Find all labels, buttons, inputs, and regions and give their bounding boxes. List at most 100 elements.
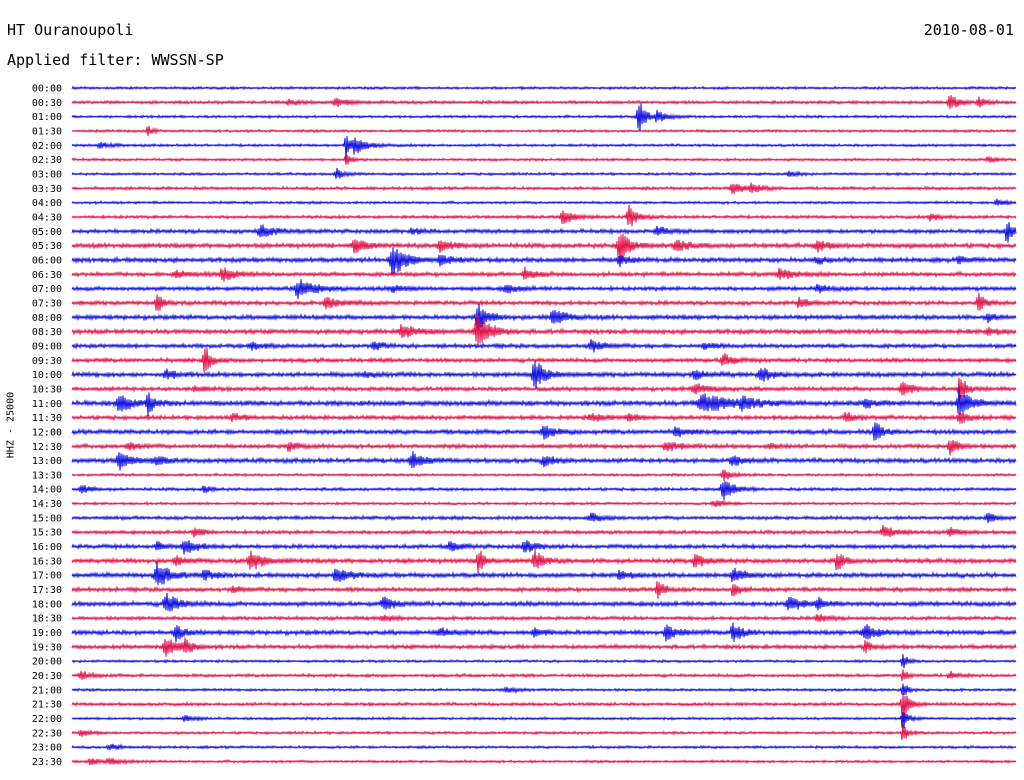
trace-line bbox=[71, 154, 1017, 165]
trace-line bbox=[71, 387, 1017, 417]
tick-label-layer: 00:00 00:30 01:00 01:30 02:00 02:30 03:00 03:30… bbox=[32, 84, 62, 769]
trace-line bbox=[71, 669, 1017, 682]
time-tick-label: 14:30 bbox=[32, 499, 62, 510]
trace-line bbox=[71, 757, 1017, 766]
time-tick-label: 02:30 bbox=[32, 155, 62, 166]
time-tick-label: 08:00 bbox=[32, 313, 62, 324]
time-tick-label: 05:00 bbox=[32, 227, 62, 238]
date-label: 2010-08-01 bbox=[923, 21, 1014, 39]
trace-line bbox=[71, 524, 1017, 538]
trace-line bbox=[71, 743, 1017, 752]
trace-line bbox=[71, 548, 1017, 574]
trace-line bbox=[71, 266, 1017, 282]
time-tick-label: 10:30 bbox=[32, 384, 62, 395]
time-tick-label: 00:30 bbox=[32, 98, 62, 109]
trace-line bbox=[71, 512, 1017, 524]
time-tick-label: 22:00 bbox=[32, 714, 62, 725]
trace-line bbox=[71, 103, 1017, 132]
time-tick-label: 12:30 bbox=[32, 442, 62, 453]
time-tick-label: 21:00 bbox=[32, 685, 62, 696]
trace-line bbox=[71, 233, 1017, 263]
filter-label: Applied filter: WWSSN-SP bbox=[7, 51, 224, 69]
time-tick-label: 05:30 bbox=[32, 241, 62, 252]
time-tick-label: 20:00 bbox=[32, 657, 62, 668]
trace-line bbox=[71, 221, 1017, 243]
trace-line bbox=[71, 562, 1017, 586]
time-tick-label: 07:30 bbox=[32, 298, 62, 309]
time-tick-label: 14:00 bbox=[32, 485, 62, 496]
trace-line bbox=[71, 581, 1017, 599]
trace-line bbox=[71, 85, 1017, 91]
time-tick-label: 03:00 bbox=[32, 169, 62, 180]
trace-line bbox=[71, 303, 1017, 331]
time-tick-label: 12:00 bbox=[32, 427, 62, 438]
time-tick-label: 04:00 bbox=[32, 198, 62, 209]
time-tick-label: 16:30 bbox=[32, 556, 62, 567]
time-tick-label: 01:00 bbox=[32, 112, 62, 123]
trace-line bbox=[71, 712, 1017, 729]
trace-line bbox=[71, 683, 1017, 696]
trace-line bbox=[71, 361, 1017, 389]
trace-line bbox=[71, 182, 1017, 195]
time-tick-label: 18:00 bbox=[32, 599, 62, 610]
time-tick-label: 17:00 bbox=[32, 571, 62, 582]
time-tick-label: 09:00 bbox=[32, 341, 62, 352]
time-tick-label: 21:30 bbox=[32, 700, 62, 711]
trace-line bbox=[71, 451, 1017, 471]
time-tick-label: 19:30 bbox=[32, 642, 62, 653]
trace-line bbox=[71, 135, 1017, 160]
time-tick-label: 06:30 bbox=[32, 270, 62, 281]
station-title: HT Ouranoupoli bbox=[7, 21, 134, 39]
trace-line bbox=[71, 592, 1017, 612]
time-tick-label: 13:30 bbox=[32, 470, 62, 481]
trace-layer bbox=[71, 85, 1017, 766]
time-tick-label: 11:00 bbox=[32, 399, 62, 410]
trace-line bbox=[71, 540, 1017, 555]
time-tick-label: 10:00 bbox=[32, 370, 62, 381]
time-tick-label: 09:30 bbox=[32, 356, 62, 367]
trace-line bbox=[71, 338, 1017, 353]
time-tick-label: 22:30 bbox=[32, 728, 62, 739]
trace-line bbox=[71, 167, 1017, 179]
trace-line bbox=[71, 637, 1017, 657]
time-tick-label: 17:30 bbox=[32, 585, 62, 596]
time-tick-label: 23:30 bbox=[32, 757, 62, 768]
trace-line bbox=[71, 613, 1017, 623]
trace-line bbox=[71, 94, 1017, 109]
trace-line bbox=[71, 204, 1017, 227]
time-tick-label: 23:00 bbox=[32, 743, 62, 754]
trace-line bbox=[71, 481, 1017, 501]
trace-line bbox=[71, 279, 1017, 300]
trace-line bbox=[71, 377, 1017, 400]
time-tick-label: 15:00 bbox=[32, 513, 62, 524]
time-tick-label: 16:00 bbox=[32, 542, 62, 553]
time-tick-label: 07:00 bbox=[32, 284, 62, 295]
trace-line bbox=[71, 622, 1017, 643]
time-tick-label: 02:00 bbox=[32, 141, 62, 152]
time-tick-label: 04:30 bbox=[32, 212, 62, 223]
time-tick-label: 01:30 bbox=[32, 126, 62, 137]
time-tick-label: 13:00 bbox=[32, 456, 62, 467]
trace-line bbox=[71, 440, 1017, 456]
trace-line bbox=[71, 469, 1017, 482]
trace-line bbox=[71, 410, 1017, 424]
time-tick-label: 18:30 bbox=[32, 614, 62, 625]
time-tick-label: 08:30 bbox=[32, 327, 62, 338]
time-tick-label: 19:00 bbox=[32, 628, 62, 639]
trace-line bbox=[71, 422, 1017, 441]
time-tick-label: 06:00 bbox=[32, 255, 62, 266]
trace-line bbox=[71, 693, 1017, 719]
trace-line bbox=[71, 247, 1017, 277]
time-tick-label: 00:00 bbox=[32, 84, 62, 95]
time-tick-label: 03:30 bbox=[32, 184, 62, 195]
trace-line bbox=[71, 499, 1017, 508]
trace-line bbox=[71, 292, 1017, 311]
trace-line bbox=[71, 314, 1017, 346]
trace-line bbox=[71, 198, 1017, 207]
time-tick-label: 11:30 bbox=[32, 413, 62, 424]
trace-line bbox=[71, 723, 1017, 741]
time-tick-label: 20:30 bbox=[32, 671, 62, 682]
time-tick-label: 15:30 bbox=[32, 528, 62, 539]
trace-line bbox=[71, 654, 1017, 669]
